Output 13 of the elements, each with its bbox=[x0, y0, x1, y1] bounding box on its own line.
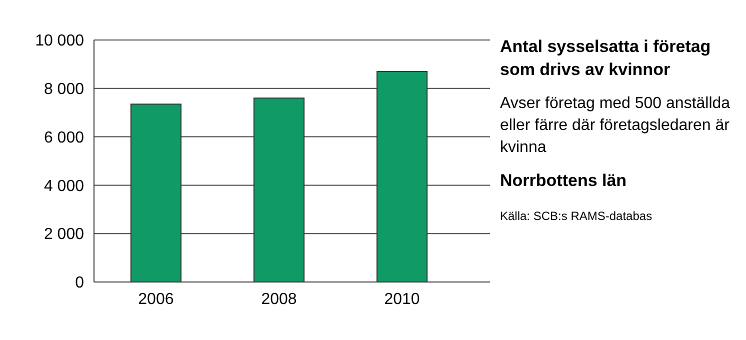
x-tick-label: 2008 bbox=[261, 291, 297, 308]
y-tick-label: 6 000 bbox=[44, 129, 84, 146]
y-tick-label: 0 bbox=[75, 274, 84, 292]
y-tick-label: 8 000 bbox=[44, 81, 84, 98]
text: Avser företag med 500 anställda eller färre där företagsledaren är kvinna bbox=[500, 95, 730, 156]
x-tick-label: 2010 bbox=[384, 291, 420, 308]
text: Antal sysselsatta i företag som drivs av kvinnor bbox=[500, 37, 711, 79]
text: Norrbottens län bbox=[500, 171, 627, 190]
y-tick-label: 10 000 bbox=[35, 32, 84, 50]
y-tick-label: 2 000 bbox=[44, 226, 84, 244]
x-tick-label: 2006 bbox=[138, 291, 174, 308]
text: Källa: SCB:s RAMS-databas bbox=[500, 209, 652, 223]
y-tick-label: 4 000 bbox=[44, 178, 84, 195]
